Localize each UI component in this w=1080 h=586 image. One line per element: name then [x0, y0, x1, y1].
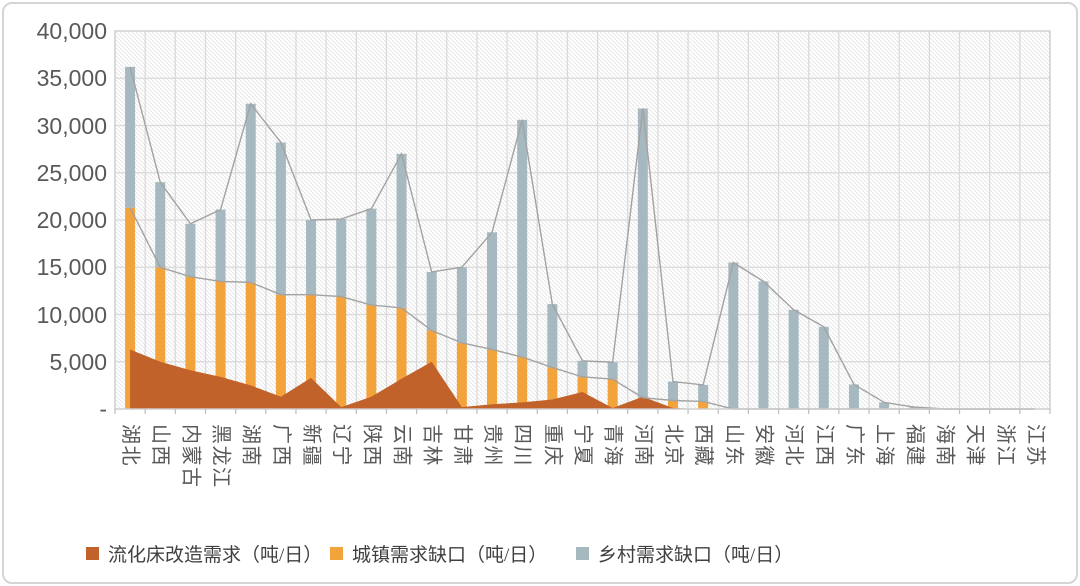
rural-gap-bar — [125, 66, 136, 208]
urban-gap-bar — [306, 294, 317, 409]
rural-gap-bar — [848, 384, 859, 409]
rural-gap-bar — [215, 209, 226, 282]
x-axis-label: 甘肃 — [450, 424, 473, 467]
y-axis-label: 20,000 — [36, 207, 107, 233]
x-axis-label: 云南 — [390, 424, 413, 467]
x-axis-label: 内蒙古 — [179, 424, 202, 489]
x-axis-label: 北京 — [661, 424, 684, 467]
legend-item-urban-gap: 城镇需求缺口（吨/日） — [330, 540, 547, 567]
y-axis-label: 10,000 — [36, 301, 107, 328]
x-axis-label: 宁夏 — [571, 424, 594, 467]
urban-gap-bar — [667, 400, 678, 409]
series-line-total-top — [129, 66, 1035, 410]
x-axis-label: 江苏 — [1023, 424, 1046, 467]
x-axis-label: 四川 — [511, 424, 534, 467]
rural-gap-bar — [336, 219, 347, 297]
x-axis-label: 河北 — [782, 424, 805, 467]
rural-gap-bar — [366, 208, 377, 306]
rural-gap-bar — [667, 381, 678, 401]
rural-gap-bar — [547, 304, 558, 368]
y-axis-label: 5,000 — [49, 348, 107, 375]
fluidized-bed-area — [130, 349, 1035, 409]
x-axis-label: 河南 — [631, 424, 654, 467]
rural-gap-bar — [879, 402, 890, 409]
y-axis-label: - — [99, 396, 107, 422]
rural-gap-bar — [818, 326, 829, 409]
x-axis-label: 海南 — [933, 424, 956, 467]
urban-gap-bar — [155, 267, 166, 409]
rural-gap-bar — [517, 119, 528, 358]
x-axis-label: 山西 — [149, 424, 172, 467]
x-axis-label: 广西 — [269, 424, 292, 467]
urban-gap-bar — [245, 282, 256, 409]
rural-gap-bar — [155, 182, 166, 268]
x-axis-label: 西藏 — [692, 424, 715, 467]
legend-swatch-urban-gap — [330, 547, 343, 560]
urban-gap-bar — [698, 401, 709, 409]
x-axis-label: 天津 — [963, 424, 986, 467]
rural-gap-bar — [758, 281, 769, 409]
rural-gap-bar — [698, 384, 709, 402]
urban-gap-bar — [275, 294, 286, 409]
x-axis-label: 黑龙江 — [209, 424, 232, 489]
urban-gap-bar — [396, 307, 407, 409]
x-axis-label: 贵州 — [481, 424, 504, 467]
x-axis-label: 上海 — [873, 424, 896, 467]
rural-gap-bar — [275, 142, 286, 295]
y-axis-label: 35,000 — [36, 65, 107, 92]
plot-border — [114, 30, 1051, 410]
rural-gap-bar — [185, 223, 196, 277]
x-axis-label: 湖北 — [119, 424, 142, 467]
rural-gap-bar — [245, 103, 256, 283]
x-axis-label: 辽宁 — [330, 424, 353, 467]
legend-label-urban-gap: 城镇需求缺口（吨/日） — [352, 545, 548, 566]
x-axis-label: 陕西 — [360, 424, 383, 467]
legend-label-fluidized-bed: 流化床改造需求（吨/日） — [108, 545, 323, 566]
rural-gap-bar — [607, 362, 618, 380]
x-axis-label: 福建 — [903, 424, 926, 467]
legend-swatch-fluidized-bed — [86, 547, 99, 560]
rural-gap-bar — [306, 220, 317, 295]
legend-item-fluidized-bed: 流化床改造需求（吨/日） — [86, 540, 322, 567]
urban-gap-bar — [607, 379, 618, 409]
x-axis-label: 青海 — [601, 424, 624, 467]
legend-item-rural-gap: 乡村需求缺口（吨/日） — [576, 540, 793, 567]
y-axis-label: 30,000 — [36, 112, 107, 139]
x-axis-label: 广东 — [842, 424, 865, 467]
rural-gap-bar — [637, 108, 648, 398]
urban-gap-bar — [185, 276, 196, 409]
x-axis-label: 新疆 — [300, 424, 323, 467]
rural-gap-bar — [788, 309, 799, 409]
rural-gap-bar — [728, 262, 739, 409]
rural-gap-bar — [487, 232, 498, 350]
legend-label-rural-gap: 乡村需求缺口（吨/日） — [598, 545, 794, 566]
urban-gap-bar — [456, 342, 467, 409]
x-axis-label: 重庆 — [541, 424, 564, 467]
urban-gap-bar — [215, 281, 226, 409]
rural-gap-bar — [909, 407, 920, 409]
y-axis-label: 15,000 — [36, 254, 107, 281]
y-axis-label: 25,000 — [36, 159, 107, 186]
urban-gap-bar — [547, 367, 558, 409]
rural-gap-bar — [396, 153, 407, 308]
rural-gap-bar — [456, 267, 467, 343]
urban-gap-bar — [336, 296, 347, 409]
x-axis-label: 山东 — [722, 424, 745, 467]
rural-gap-bar — [426, 271, 437, 331]
x-axis-label: 湖南 — [239, 424, 262, 467]
legend-swatch-rural-gap — [576, 547, 589, 560]
x-axis-label: 吉林 — [420, 424, 443, 467]
x-axis-label: 浙江 — [993, 424, 1016, 467]
urban-gap-bar — [487, 349, 498, 409]
urban-gap-bar — [517, 357, 528, 409]
rural-gap-bar — [577, 360, 588, 377]
urban-gap-bar — [125, 207, 136, 409]
y-axis-label: 40,000 — [36, 18, 107, 44]
urban-gap-bar — [366, 305, 377, 409]
x-axis-label: 安徽 — [752, 424, 775, 467]
x-axis-label: 江西 — [812, 424, 835, 467]
